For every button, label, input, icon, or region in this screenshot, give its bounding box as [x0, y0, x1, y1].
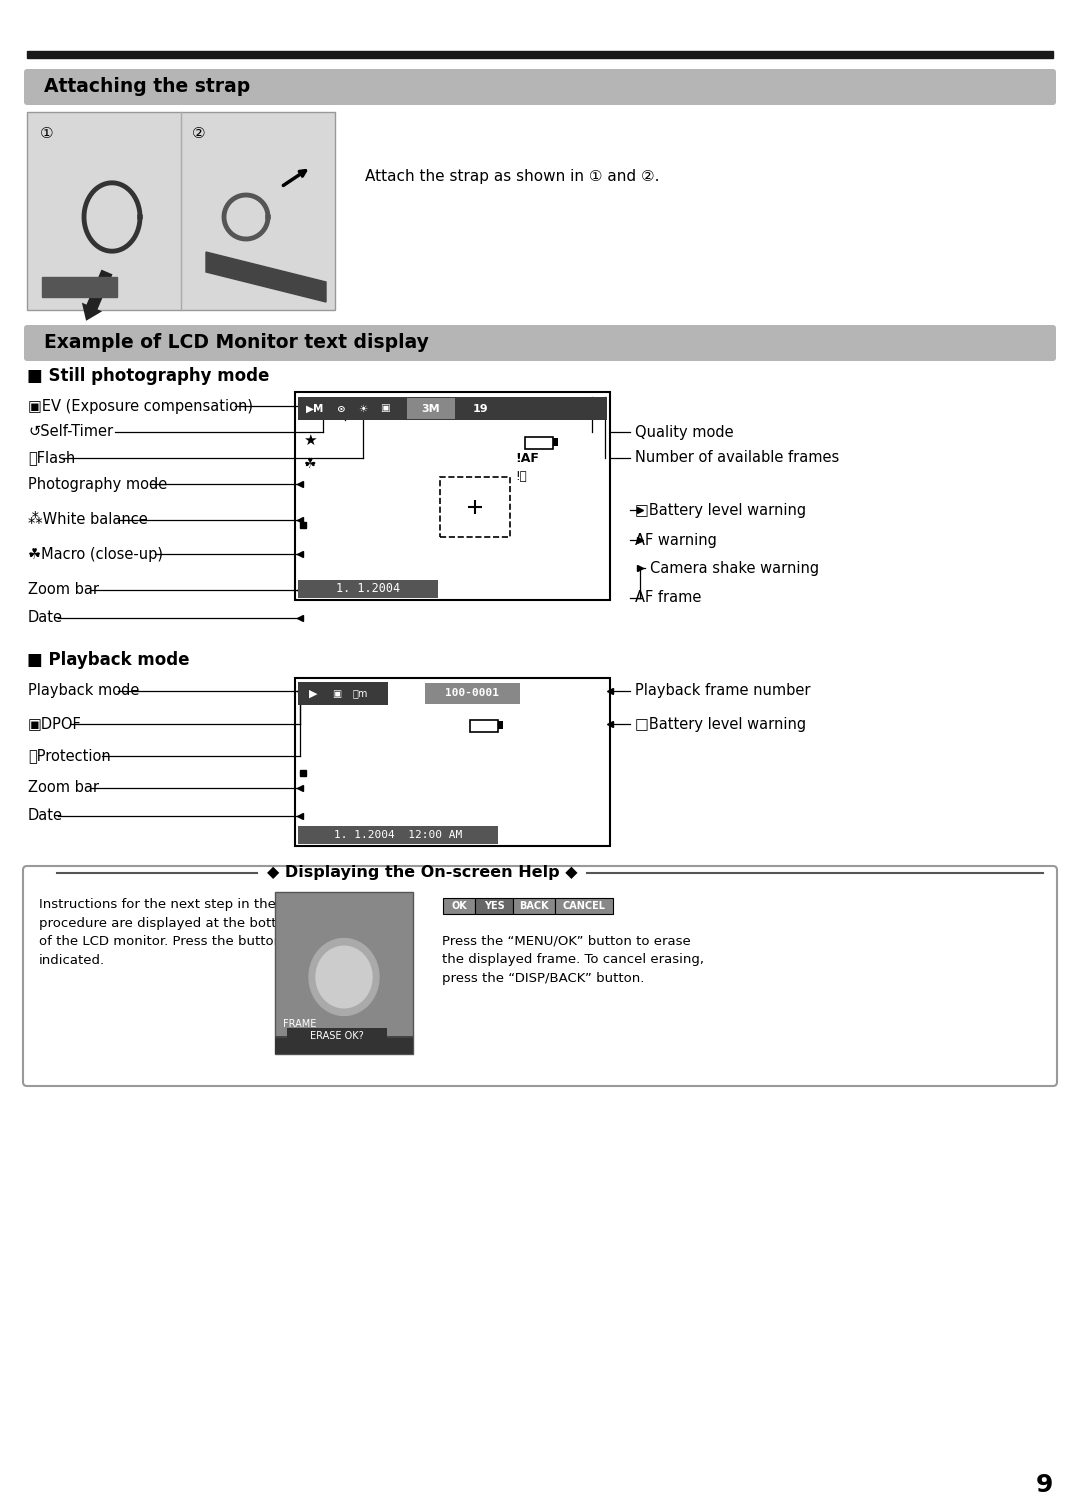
Text: Attaching the strap: Attaching the strap: [44, 77, 251, 97]
Bar: [295, 392, 610, 600]
Text: CANCEL: CANCEL: [376, 1057, 411, 1066]
Polygon shape: [309, 938, 379, 1015]
Bar: [443, 897, 475, 914]
Bar: [513, 897, 555, 914]
Text: Playback frame number: Playback frame number: [635, 683, 810, 698]
Text: 19: 19: [472, 404, 488, 413]
Text: □Battery level warning: □Battery level warning: [635, 502, 806, 517]
Bar: [426, 683, 519, 704]
Text: ★: ★: [303, 433, 316, 448]
Text: ▣DPOF: ▣DPOF: [28, 716, 82, 731]
Text: ②: ②: [192, 127, 206, 142]
Bar: [298, 682, 388, 706]
Bar: [298, 397, 607, 421]
Bar: [440, 477, 510, 537]
Text: ▶: ▶: [309, 689, 318, 698]
Text: ◆ Displaying the On-screen Help ◆: ◆ Displaying the On-screen Help ◆: [267, 866, 577, 881]
Text: Ⓢm: Ⓢm: [352, 689, 367, 698]
Text: ■ Playback mode: ■ Playback mode: [27, 651, 189, 670]
Text: !✋: !✋: [515, 469, 527, 483]
Text: ■ Still photography mode: ■ Still photography mode: [27, 366, 269, 385]
Text: 1. 1.2004  12:00 AM: 1. 1.2004 12:00 AM: [334, 829, 462, 840]
Text: BACK: BACK: [519, 900, 549, 911]
Bar: [475, 897, 513, 914]
Bar: [27, 112, 335, 311]
Text: Camera shake warning: Camera shake warning: [650, 561, 819, 576]
Text: YES: YES: [484, 900, 504, 911]
Text: Zoom bar: Zoom bar: [28, 781, 99, 796]
Text: ⊙: ⊙: [336, 404, 345, 413]
Bar: [298, 581, 438, 599]
Text: Photography mode: Photography mode: [28, 477, 167, 492]
Bar: [298, 826, 498, 844]
FancyBboxPatch shape: [23, 866, 1057, 1086]
Text: ⁂White balance: ⁂White balance: [28, 513, 148, 528]
Bar: [525, 437, 553, 449]
Text: OK: OK: [285, 1057, 298, 1066]
Text: ☘Macro (close-up): ☘Macro (close-up): [28, 546, 163, 561]
Text: Example of LCD Monitor text display: Example of LCD Monitor text display: [44, 333, 429, 353]
Text: Date: Date: [28, 808, 63, 823]
Text: Quality mode: Quality mode: [635, 424, 733, 439]
Text: ☘: ☘: [303, 457, 316, 470]
Text: YES: YES: [318, 1057, 335, 1066]
FancyBboxPatch shape: [24, 69, 1056, 106]
Bar: [287, 1028, 387, 1044]
Bar: [275, 1036, 413, 1054]
Text: ▣: ▣: [280, 1041, 289, 1050]
Text: Zoom bar: Zoom bar: [28, 582, 99, 597]
Bar: [553, 437, 558, 446]
Bar: [295, 679, 610, 846]
Bar: [407, 398, 455, 419]
Text: Press the “MENU/OK” button to erase
the displayed frame. To cancel erasing,
pres: Press the “MENU/OK” button to erase the …: [442, 935, 704, 985]
Text: Number of available frames: Number of available frames: [635, 451, 839, 466]
Bar: [27, 51, 1053, 57]
Polygon shape: [316, 946, 372, 1007]
Text: ERASE OK?: ERASE OK?: [310, 1031, 364, 1041]
Text: ▶M: ▶M: [306, 404, 324, 413]
Text: AF warning: AF warning: [635, 532, 717, 547]
Text: Date: Date: [28, 611, 63, 626]
Bar: [555, 897, 613, 914]
Text: OK: OK: [451, 900, 467, 911]
Text: Playback mode: Playback mode: [28, 683, 139, 698]
Text: 3M: 3M: [421, 404, 441, 413]
Text: ⓇProtection: ⓇProtection: [28, 748, 111, 763]
Text: AF frame: AF frame: [635, 591, 701, 606]
Bar: [498, 721, 503, 728]
Text: 1. 1.2004: 1. 1.2004: [336, 582, 400, 596]
Text: ⓁFlash: ⓁFlash: [28, 451, 76, 466]
Text: BACK: BACK: [348, 1057, 373, 1066]
Text: □Battery level warning: □Battery level warning: [635, 716, 806, 731]
Text: ▣: ▣: [333, 689, 341, 698]
Text: ▣EV (Exposure compensation): ▣EV (Exposure compensation): [28, 398, 253, 413]
Text: CANCEL: CANCEL: [563, 900, 606, 911]
Text: ☀: ☀: [359, 404, 367, 413]
FancyBboxPatch shape: [24, 326, 1056, 360]
Text: 100-0001: 100-0001: [445, 689, 499, 698]
Text: Attach the strap as shown in ① and ②.: Attach the strap as shown in ① and ②.: [365, 169, 660, 184]
Text: ↺Self-Timer: ↺Self-Timer: [28, 424, 113, 439]
Text: 100-0003: 100-0003: [340, 1041, 388, 1050]
Bar: [275, 893, 413, 1054]
Polygon shape: [42, 277, 117, 297]
Bar: [470, 719, 498, 731]
Text: Instructions for the next step in the
procedure are displayed at the bottom
of t: Instructions for the next step in the pr…: [39, 897, 297, 967]
Text: FRAME: FRAME: [283, 1019, 316, 1028]
Polygon shape: [206, 252, 326, 302]
Text: 9: 9: [1036, 1473, 1053, 1497]
Text: ▣: ▣: [380, 404, 390, 413]
Text: ①: ①: [40, 127, 54, 142]
FancyArrow shape: [82, 270, 112, 321]
Text: !AF: !AF: [515, 451, 539, 464]
Bar: [275, 1038, 413, 1054]
